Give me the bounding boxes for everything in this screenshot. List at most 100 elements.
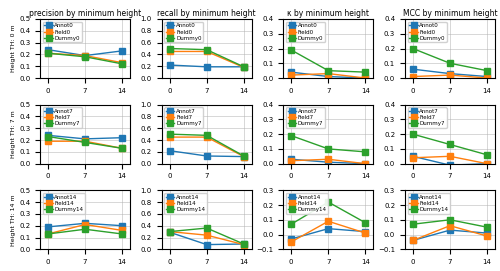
Line: Annot14: Annot14 xyxy=(410,227,490,243)
Annot14 xyxy=(82,222,88,225)
Legend: Annot14, Field14, Dummy14: Annot14, Field14, Dummy14 xyxy=(286,193,329,214)
Annot0 xyxy=(326,75,332,78)
Legend: Annot0, Field0, Dummy0: Annot0, Field0, Dummy0 xyxy=(164,22,203,43)
Line: Dummy7: Dummy7 xyxy=(45,134,125,151)
Dummy7 xyxy=(82,141,88,144)
Line: Field7: Field7 xyxy=(288,156,368,166)
Field14 xyxy=(326,220,332,223)
Dummy14 xyxy=(166,230,172,233)
Title: MCC by minimum height: MCC by minimum height xyxy=(402,9,498,18)
Line: Annot0: Annot0 xyxy=(167,62,246,70)
Line: Field7: Field7 xyxy=(410,153,490,166)
Line: Field0: Field0 xyxy=(288,71,368,81)
Field0 xyxy=(410,75,416,78)
Dummy7 xyxy=(326,147,332,150)
Annot7 xyxy=(447,163,453,167)
Title: recall by minimum height: recall by minimum height xyxy=(158,9,256,18)
Dummy0 xyxy=(410,47,416,50)
Annot7 xyxy=(326,161,332,164)
Field0 xyxy=(288,73,294,77)
Annot14 xyxy=(241,242,247,246)
Line: Annot0: Annot0 xyxy=(410,66,490,79)
Dummy0 xyxy=(45,51,51,55)
Dummy0 xyxy=(119,62,125,66)
Field14 xyxy=(204,234,210,237)
Field7 xyxy=(447,155,453,158)
Field7 xyxy=(288,159,294,162)
Dummy0 xyxy=(166,47,172,50)
Line: Annot14: Annot14 xyxy=(167,230,246,247)
Dummy0 xyxy=(288,48,294,51)
Annot7 xyxy=(82,137,88,140)
Dummy7 xyxy=(288,134,294,137)
Line: Field0: Field0 xyxy=(167,49,246,70)
Legend: Annot0, Field0, Dummy0: Annot0, Field0, Dummy0 xyxy=(286,22,325,43)
Legend: Annot0, Field0, Dummy0: Annot0, Field0, Dummy0 xyxy=(408,22,447,43)
Dummy14 xyxy=(326,201,332,204)
Field7 xyxy=(119,147,125,150)
Legend: Annot14, Field14, Dummy14: Annot14, Field14, Dummy14 xyxy=(164,193,206,214)
Dummy14 xyxy=(119,232,125,235)
Line: Dummy14: Dummy14 xyxy=(288,199,368,227)
Dummy7 xyxy=(410,133,416,136)
Dummy7 xyxy=(241,154,247,158)
Dummy7 xyxy=(362,150,368,153)
Legend: Annot7, Field7, Dummy7: Annot7, Field7, Dummy7 xyxy=(408,107,447,128)
Annot0 xyxy=(82,54,88,57)
Annot14 xyxy=(410,239,416,242)
Dummy7 xyxy=(166,133,172,136)
Dummy0 xyxy=(204,48,210,51)
Field14 xyxy=(447,224,453,227)
Title: κ by minimum height: κ by minimum height xyxy=(288,9,370,18)
Line: Annot0: Annot0 xyxy=(45,47,125,58)
Dummy14 xyxy=(82,228,88,231)
Line: Annot7: Annot7 xyxy=(45,133,125,142)
Dummy0 xyxy=(326,69,332,72)
Field7 xyxy=(45,140,51,143)
Field0 xyxy=(484,76,490,80)
Line: Annot7: Annot7 xyxy=(288,156,368,166)
Line: Field0: Field0 xyxy=(45,50,125,66)
Annot7 xyxy=(362,162,368,165)
Annot0 xyxy=(362,76,368,80)
Line: Dummy7: Dummy7 xyxy=(167,131,246,159)
Annot0 xyxy=(45,48,51,51)
Field0 xyxy=(447,73,453,77)
Field14 xyxy=(362,231,368,235)
Dummy14 xyxy=(410,222,416,226)
Line: Dummy0: Dummy0 xyxy=(45,50,125,67)
Dummy0 xyxy=(241,65,247,69)
Annot14 xyxy=(166,231,172,234)
Annot14 xyxy=(362,230,368,233)
Field0 xyxy=(166,50,172,53)
Field14 xyxy=(241,243,247,246)
Line: Dummy0: Dummy0 xyxy=(167,46,246,70)
Dummy14 xyxy=(288,222,294,226)
Dummy14 xyxy=(241,242,247,246)
Annot14 xyxy=(484,231,490,235)
Line: Field7: Field7 xyxy=(45,138,125,151)
Dummy7 xyxy=(484,153,490,156)
Line: Field14: Field14 xyxy=(167,229,246,247)
Legend: Annot7, Field7, Dummy7: Annot7, Field7, Dummy7 xyxy=(43,107,82,128)
Line: Dummy14: Dummy14 xyxy=(167,225,246,247)
Dummy7 xyxy=(204,134,210,137)
Line: Field0: Field0 xyxy=(410,72,490,81)
Field0 xyxy=(204,50,210,53)
Annot14 xyxy=(45,225,51,228)
Field14 xyxy=(119,229,125,232)
Field7 xyxy=(326,158,332,161)
Annot7 xyxy=(119,136,125,139)
Field0 xyxy=(362,76,368,80)
Dummy14 xyxy=(447,218,453,221)
Field7 xyxy=(362,162,368,165)
Field0 xyxy=(82,54,88,57)
Field7 xyxy=(82,140,88,143)
Line: Dummy0: Dummy0 xyxy=(410,46,490,73)
Annot0 xyxy=(166,63,172,67)
Line: Annot0: Annot0 xyxy=(288,69,368,81)
Annot0 xyxy=(484,75,490,78)
Field14 xyxy=(166,230,172,233)
Legend: Annot14, Field14, Dummy14: Annot14, Field14, Dummy14 xyxy=(408,193,450,214)
Annot7 xyxy=(204,154,210,158)
